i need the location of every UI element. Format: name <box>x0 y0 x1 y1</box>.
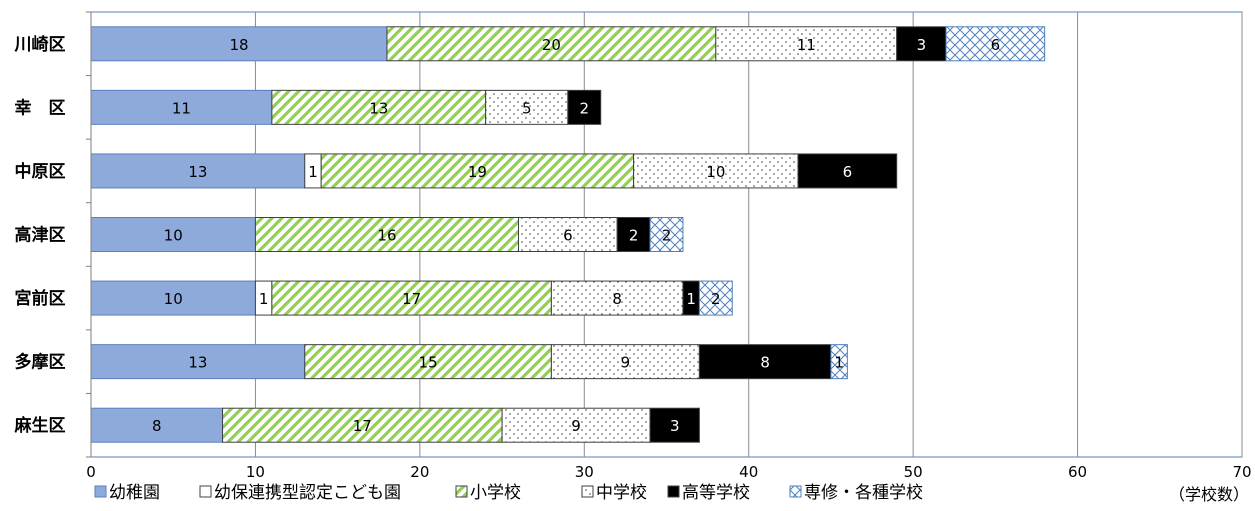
data-label: 9 <box>621 354 631 372</box>
data-labels: 18 20 11 3 611 13 5 213 1 19 10 610 16 6 2 210 1 17 8 1 213 1… <box>152 36 1000 435</box>
data-label: 10 <box>164 227 183 245</box>
data-label: 13 <box>369 99 388 117</box>
data-label: 20 <box>542 36 561 54</box>
bar-segment-series-3 <box>633 153 799 189</box>
data-label: 8 <box>612 290 622 308</box>
category-label: 高津区 <box>15 225 66 246</box>
data-label: 10 <box>706 163 725 181</box>
bar-segment-series-5 <box>945 26 1046 62</box>
bar-segment-series-0 <box>90 26 388 62</box>
data-label: 3 <box>917 36 927 54</box>
data-label: 6 <box>843 163 853 181</box>
data-label: 11 <box>172 99 191 117</box>
x-tick-label: 0 <box>86 463 96 481</box>
category-label: 多摩区 <box>15 352 66 373</box>
legend-swatch-series-1 <box>199 485 212 498</box>
data-label: 13 <box>188 163 207 181</box>
data-label: 15 <box>419 354 438 372</box>
data-label: 1 <box>834 354 844 372</box>
legend-swatch-series-0 <box>94 485 107 498</box>
data-label: 9 <box>571 417 581 435</box>
bar-segment-series-3 <box>715 26 898 62</box>
x-tick-label: 50 <box>904 463 923 481</box>
bar-segment-series-2 <box>254 217 520 252</box>
category-label: 中原区 <box>15 161 66 182</box>
bar-segment-series-3 <box>518 217 618 252</box>
grid-lines <box>90 11 1243 458</box>
bar-segment-series-3 <box>485 89 569 125</box>
data-label: 17 <box>353 417 372 435</box>
bar-segment-series-3 <box>501 407 651 443</box>
data-label: 2 <box>629 227 639 245</box>
x-tick-label: 60 <box>1068 463 1087 481</box>
data-label: 6 <box>991 36 1001 54</box>
data-label: 1 <box>259 290 269 308</box>
x-tick-label: 70 <box>1232 463 1251 481</box>
bar-segment-series-5 <box>830 344 848 380</box>
legend: 幼稚園 幼保連携型認定こども園 小学校 中学校 高等学校 専修・各種学校 <box>94 483 923 503</box>
data-label: 8 <box>152 417 162 435</box>
bar-segment-series-2 <box>320 153 635 189</box>
legend-label: 幼稚園 <box>109 483 160 503</box>
bar-segment-series-2 <box>386 26 717 62</box>
data-label: 3 <box>670 417 680 435</box>
bar-segment-series-5 <box>649 217 684 252</box>
bar-segment-series-4 <box>797 153 898 189</box>
data-label: 17 <box>402 290 421 308</box>
data-label: 2 <box>662 227 672 245</box>
bar-segment-series-2 <box>304 344 552 380</box>
data-label: 13 <box>188 354 207 372</box>
x-axis-unit-label: （学校数） <box>1169 485 1249 504</box>
legend-label: 幼保連携型認定こども園 <box>214 483 401 503</box>
category-label: 宮前区 <box>15 288 66 309</box>
bar-segment-series-0 <box>90 407 224 443</box>
category-label: 幸 区 <box>15 97 66 118</box>
bar-segment-series-0 <box>90 344 306 380</box>
bar-segment-series-3 <box>550 344 700 380</box>
legend-label: 高等学校 <box>682 483 750 503</box>
bar-segments <box>90 26 1046 443</box>
data-label: 8 <box>760 354 770 372</box>
data-label: 1 <box>686 290 696 308</box>
legend-label: 小学校 <box>470 483 521 503</box>
legend-swatch-series-4 <box>667 485 680 498</box>
category-label: 川崎区 <box>14 34 66 55</box>
bar-segment-series-0 <box>90 217 256 252</box>
x-tick-label: 30 <box>575 463 594 481</box>
legend-label: 中学校 <box>596 483 647 503</box>
bar-segment-series-5 <box>698 280 733 316</box>
legend-swatch-series-3 <box>581 485 594 498</box>
data-label: 10 <box>164 290 183 308</box>
x-tick-label: 40 <box>739 463 758 481</box>
bar-segment-series-4 <box>649 407 700 443</box>
data-label: 11 <box>797 36 816 54</box>
data-label: 5 <box>522 99 532 117</box>
x-tick-label: 20 <box>410 463 429 481</box>
data-label: 16 <box>377 227 396 245</box>
data-label: 18 <box>229 36 248 54</box>
x-tick-label: 10 <box>246 463 265 481</box>
legend-swatch-series-2 <box>455 485 468 498</box>
category-label: 麻生区 <box>14 415 66 436</box>
bar-segment-series-2 <box>271 280 552 316</box>
data-label: 2 <box>711 290 721 308</box>
bar-segment-series-4 <box>567 89 602 125</box>
legend-label: 専修・各種学校 <box>804 483 923 503</box>
data-label: 19 <box>468 163 487 181</box>
data-label: 2 <box>580 99 590 117</box>
data-label: 6 <box>563 227 573 245</box>
legend-swatch-series-5 <box>789 485 802 498</box>
data-label: 1 <box>308 163 318 181</box>
bar-segment-series-0 <box>90 280 256 316</box>
